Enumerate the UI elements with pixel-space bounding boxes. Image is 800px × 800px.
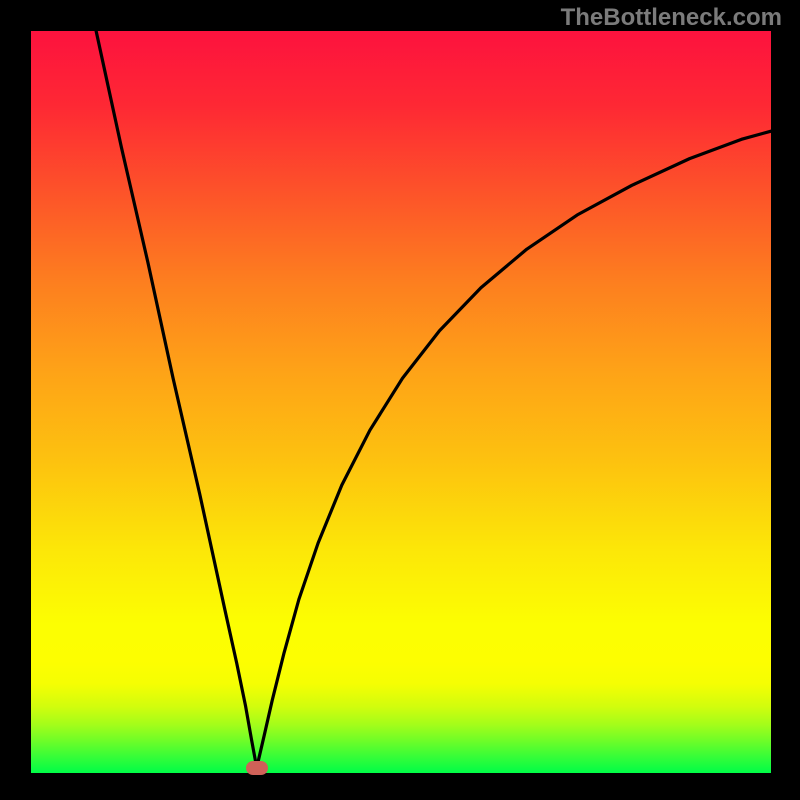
chart-container: TheBottleneck.com <box>0 0 800 800</box>
bottleneck-curve <box>31 31 771 773</box>
plot-area <box>31 31 771 773</box>
watermark-text: TheBottleneck.com <box>561 4 782 32</box>
minimum-marker <box>246 761 268 775</box>
